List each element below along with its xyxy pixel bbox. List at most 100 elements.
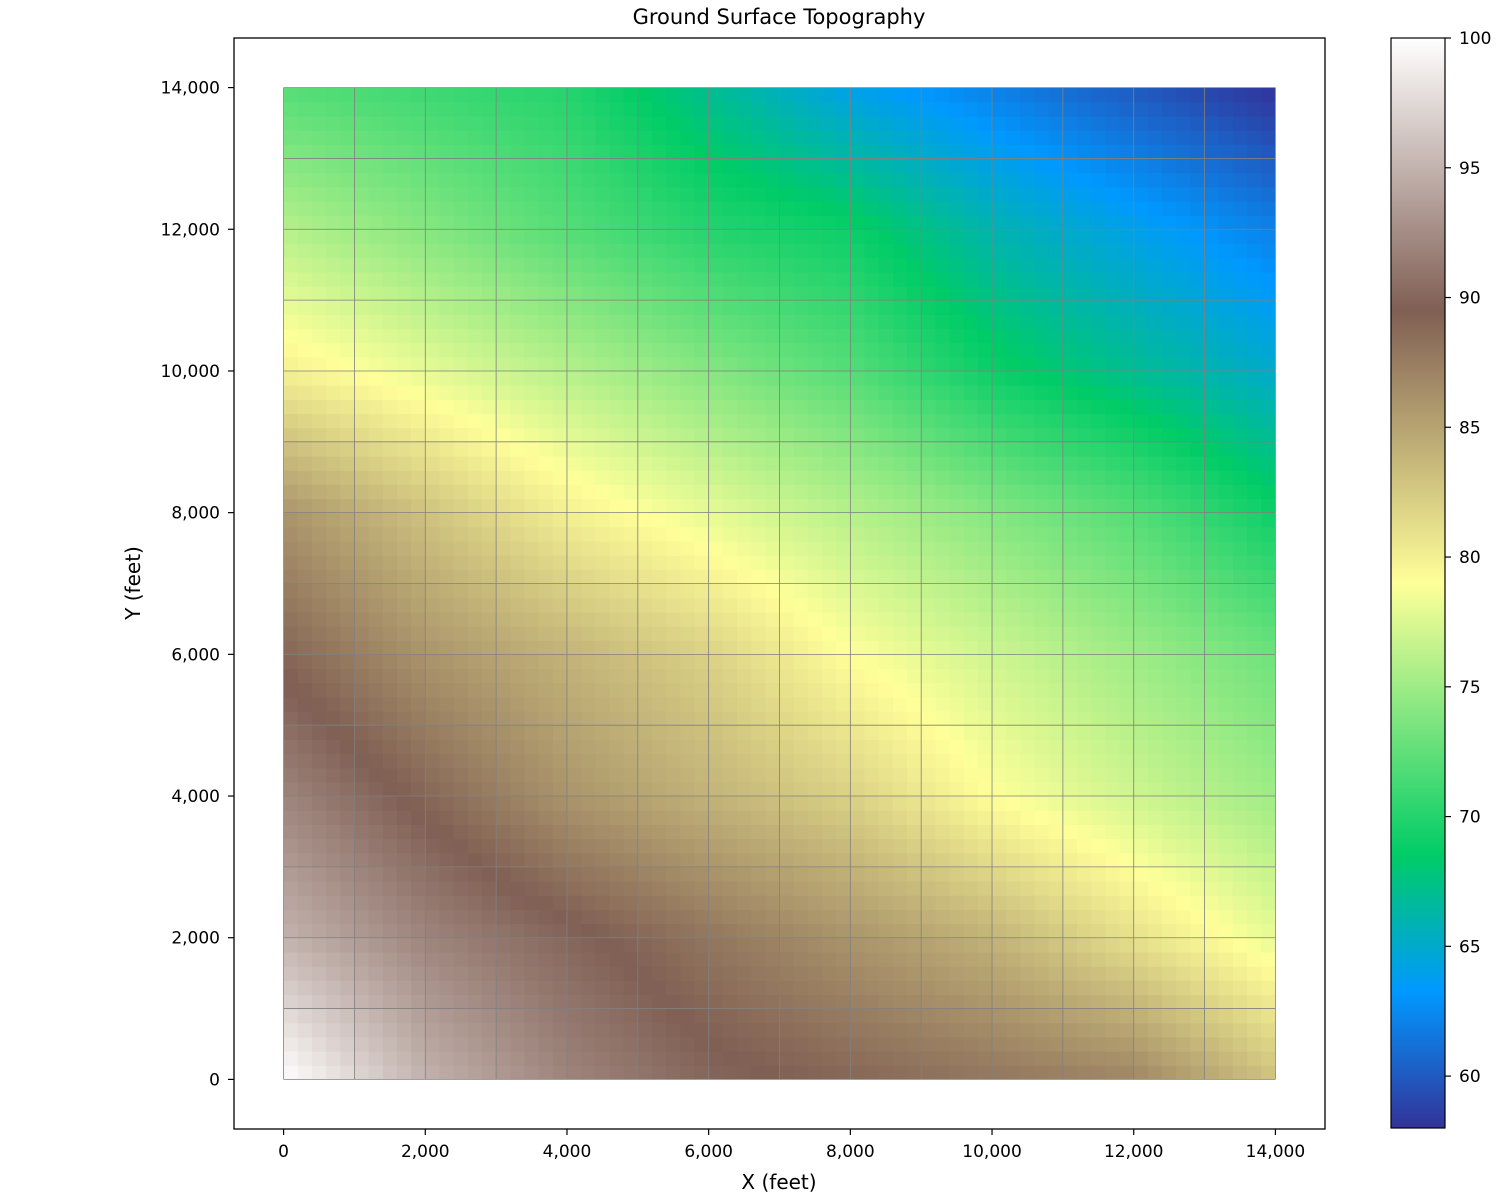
- surface-cell: [1162, 144, 1177, 160]
- surface-cell: [425, 526, 441, 542]
- surface-cell: [907, 385, 922, 400]
- surface-cell: [1147, 87, 1163, 103]
- surface-cell: [822, 158, 837, 174]
- surface-cell: [396, 937, 412, 953]
- surface-cell: [439, 413, 455, 429]
- surface-cell: [368, 796, 384, 811]
- surface-cell: [736, 385, 752, 400]
- surface-cell: [552, 640, 568, 655]
- surface-cell: [963, 951, 979, 967]
- surface-cell: [637, 1022, 653, 1038]
- surface-cell: [1133, 300, 1149, 315]
- surface-cell: [1133, 257, 1149, 273]
- surface-cell: [1062, 711, 1078, 726]
- surface-cell: [1133, 767, 1149, 783]
- surface-cell: [368, 243, 384, 259]
- surface-cell: [907, 767, 922, 783]
- surface-cell: [1006, 923, 1021, 939]
- surface-cell: [977, 654, 993, 670]
- surface-cell: [566, 540, 582, 556]
- surface-cell: [1176, 937, 1191, 953]
- surface-cell: [935, 526, 951, 542]
- surface-cell: [878, 200, 894, 216]
- surface-cell: [1062, 229, 1078, 245]
- surface-cell: [326, 994, 341, 1010]
- surface-cell: [765, 824, 781, 840]
- surface-cell: [963, 909, 979, 925]
- surface-cell: [496, 229, 511, 245]
- surface-cell: [481, 640, 497, 655]
- surface-cell: [722, 781, 738, 797]
- surface-cell: [907, 640, 922, 655]
- surface-cell: [566, 441, 582, 457]
- surface-cell: [368, 923, 384, 939]
- surface-cell: [411, 994, 426, 1010]
- surface-cell: [538, 781, 554, 797]
- surface-cell: [439, 909, 455, 925]
- surface-cell: [836, 1051, 851, 1066]
- surface-cell: [850, 285, 866, 301]
- surface-cell: [793, 583, 809, 599]
- surface-cell: [326, 356, 341, 372]
- elevation-surface: [283, 87, 1276, 1080]
- surface-cell: [637, 101, 653, 117]
- surface-cell: [552, 526, 568, 542]
- surface-cell: [637, 172, 653, 188]
- surface-cell: [1077, 243, 1092, 259]
- surface-cell: [694, 696, 710, 712]
- surface-cell: [595, 115, 611, 131]
- surface-cell: [524, 314, 540, 330]
- surface-cell: [680, 314, 696, 330]
- surface-cell: [382, 470, 398, 485]
- surface-cell: [807, 101, 823, 117]
- surface-cell: [921, 158, 936, 174]
- surface-cell: [708, 200, 724, 216]
- surface-cell: [552, 980, 568, 995]
- surface-cell: [396, 569, 412, 585]
- surface-cell: [1218, 215, 1234, 230]
- surface-cell: [411, 144, 426, 160]
- surface-cell: [651, 881, 667, 896]
- surface-cell: [311, 626, 327, 641]
- surface-cell: [396, 555, 412, 570]
- surface-cell: [1190, 980, 1206, 995]
- surface-cell: [439, 385, 455, 400]
- surface-cell: [609, 555, 625, 570]
- surface-cell: [935, 342, 951, 358]
- surface-cell: [793, 314, 809, 330]
- surface-cell: [680, 271, 696, 287]
- surface-cell: [552, 810, 568, 825]
- surface-cell: [382, 866, 398, 882]
- surface-cell: [340, 101, 356, 117]
- surface-cell: [1204, 427, 1220, 443]
- surface-cell: [1006, 498, 1021, 514]
- surface-cell: [637, 866, 653, 882]
- surface-cell: [524, 87, 540, 103]
- surface-cell: [396, 654, 412, 670]
- surface-cell: [297, 441, 313, 457]
- surface-cell: [566, 484, 582, 500]
- surface-cell: [1190, 810, 1206, 825]
- surface-cell: [1261, 1051, 1276, 1066]
- surface-cell: [694, 852, 710, 868]
- surface-cell: [1105, 413, 1121, 429]
- surface-cell: [1247, 597, 1262, 613]
- surface-cell: [765, 923, 781, 939]
- surface-cell: [807, 441, 823, 457]
- surface-cell: [822, 229, 837, 245]
- surface-cell: [949, 725, 965, 740]
- surface-cell: [992, 441, 1007, 457]
- surface-cell: [581, 215, 596, 230]
- surface-cell: [1091, 257, 1106, 273]
- surface-cell: [949, 937, 965, 953]
- surface-cell: [382, 144, 398, 160]
- surface-cell: [1147, 243, 1163, 259]
- surface-cell: [1119, 895, 1135, 910]
- surface-cell: [1077, 200, 1092, 216]
- surface-cell: [651, 356, 667, 372]
- surface-cell: [892, 427, 908, 443]
- surface-cell: [1077, 668, 1092, 684]
- surface-cell: [1077, 271, 1092, 287]
- surface-cell: [878, 115, 894, 131]
- surface-cell: [977, 512, 993, 528]
